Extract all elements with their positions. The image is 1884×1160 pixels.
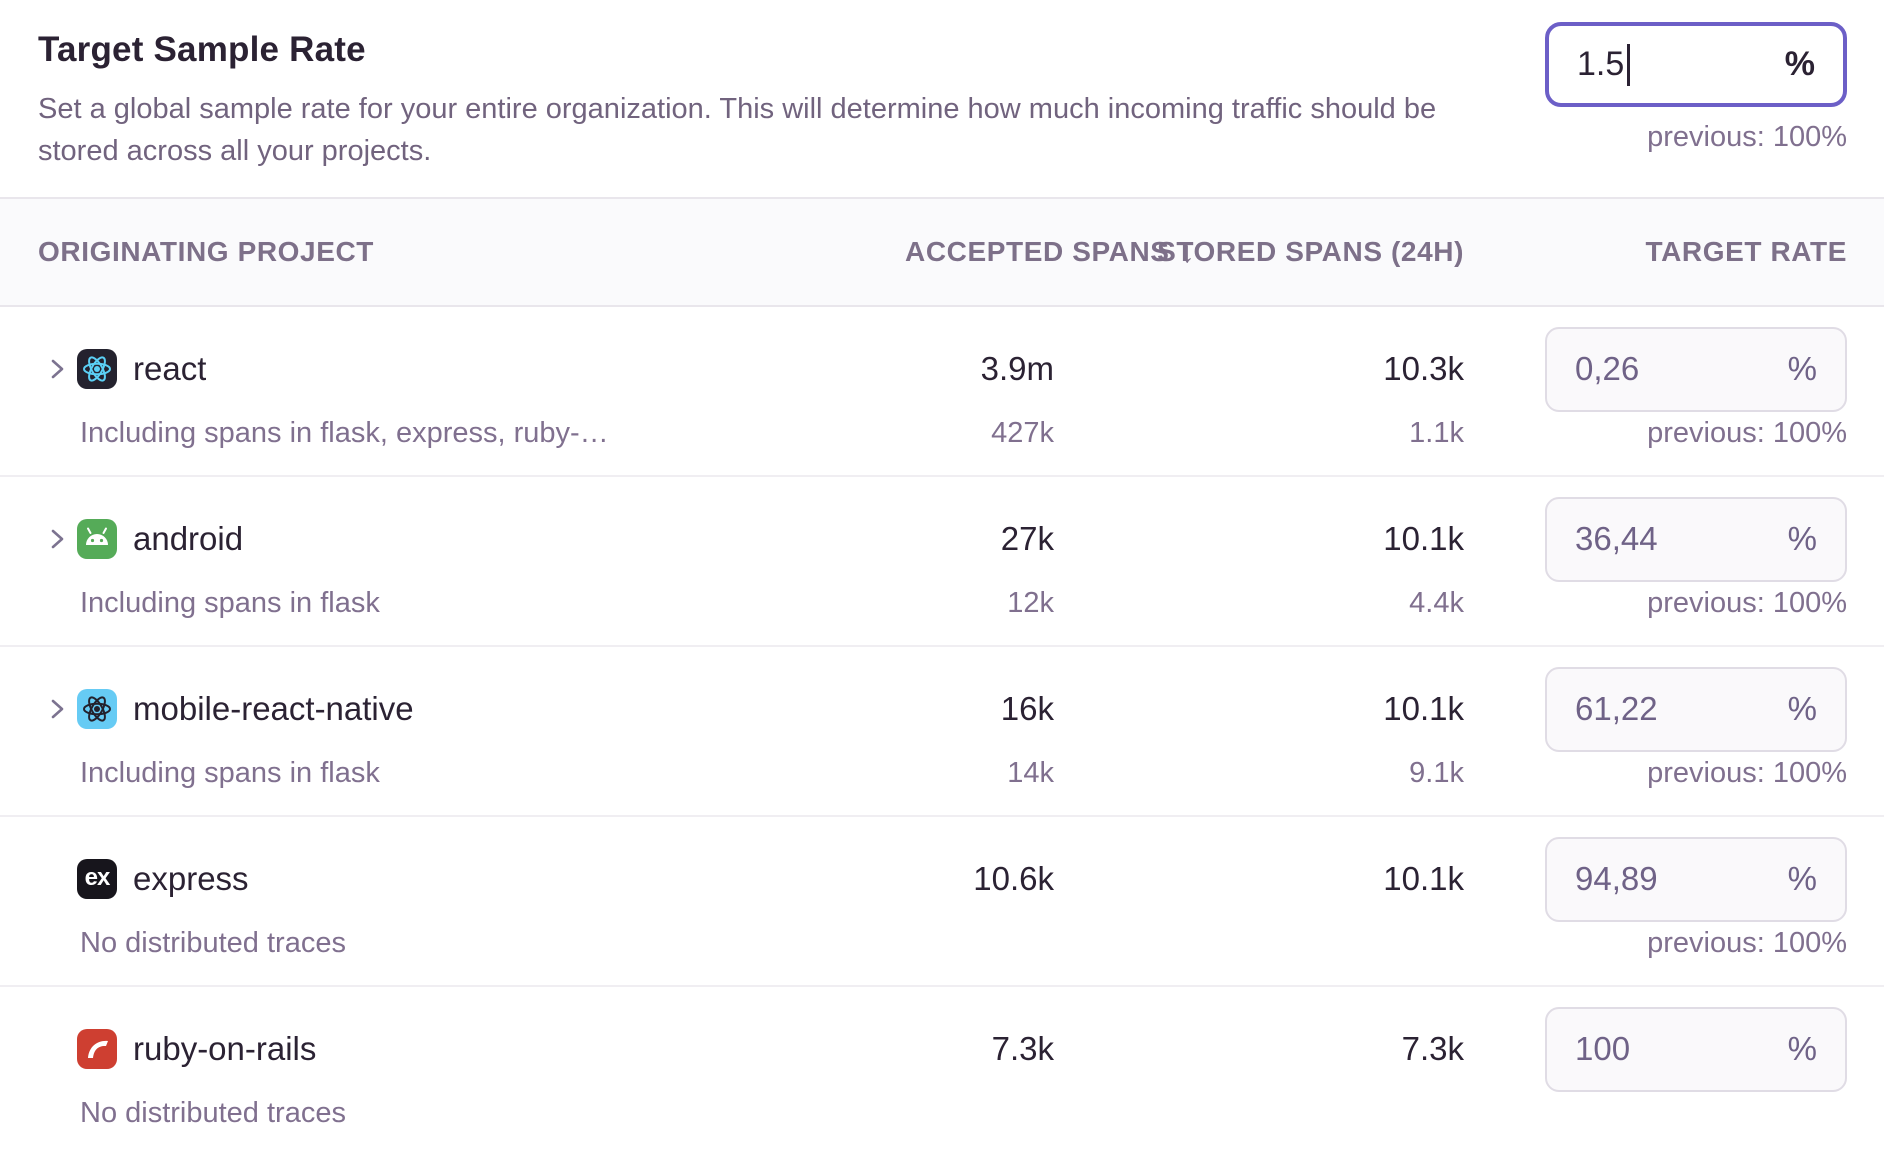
project-platform-icon: ex bbox=[77, 519, 117, 559]
project-platform-icon: ex bbox=[77, 349, 117, 389]
distributed-traces-note: No distributed traces bbox=[80, 1097, 346, 1129]
page-description: Set a global sample rate for your entire… bbox=[38, 93, 1437, 167]
stored-spans-value: 7.3k bbox=[1401, 1030, 1464, 1067]
target-rate-input[interactable]: 100 % bbox=[1545, 1006, 1847, 1092]
accepted-spans-value: 7.3k bbox=[991, 1030, 1054, 1067]
expand-chevron-icon[interactable] bbox=[44, 356, 70, 382]
column-header-stored-spans[interactable]: STORED SPANS (24H) bbox=[1157, 236, 1464, 267]
percent-suffix: % bbox=[1787, 520, 1817, 557]
project-name[interactable]: mobile-react-native bbox=[133, 690, 414, 727]
target-rate-input[interactable]: 36,44 % bbox=[1545, 496, 1847, 582]
project-cell: ex ruby-on-rails bbox=[38, 1029, 905, 1069]
target-rate-value: 0,26 bbox=[1575, 350, 1640, 387]
sub-stored-spans-value: 1.1k bbox=[1409, 417, 1464, 449]
stored-spans-value: 10.1k bbox=[1383, 690, 1464, 727]
column-header-accepted-spans[interactable]: ACCEPTED SPANS ↓ bbox=[905, 236, 1196, 269]
distributed-traces-note: Including spans in flask bbox=[80, 757, 380, 789]
percent-suffix: % bbox=[1787, 1030, 1817, 1067]
express-icon: ex bbox=[84, 864, 111, 891]
sub-accepted-spans-value: 14k bbox=[1007, 757, 1054, 789]
global-sample-rate-value: 1.5 bbox=[1577, 45, 1625, 83]
global-previous-rate: previous: 100% bbox=[1647, 121, 1847, 153]
project-platform-icon: ex bbox=[77, 859, 117, 899]
stored-spans-value: 10.1k bbox=[1383, 520, 1464, 557]
project-name[interactable]: android bbox=[133, 520, 244, 557]
percent-suffix: % bbox=[1784, 45, 1815, 83]
sub-accepted-spans-value: 427k bbox=[991, 417, 1054, 449]
sub-accepted-spans-value: 12k bbox=[1007, 587, 1054, 619]
sort-descending-icon: ↓ bbox=[1179, 236, 1196, 269]
project-name[interactable]: express bbox=[133, 860, 249, 897]
accepted-spans-value: 10.6k bbox=[973, 860, 1054, 897]
project-platform-icon: ex bbox=[77, 1029, 117, 1069]
project-rows: ex react 3.9m 10.3k 0,26 % Includ bbox=[0, 307, 1884, 1157]
stored-spans-value: 10.3k bbox=[1383, 350, 1464, 387]
percent-suffix: % bbox=[1787, 860, 1817, 897]
distributed-traces-note: No distributed traces bbox=[80, 927, 346, 959]
project-cell: ex android bbox=[38, 519, 905, 559]
target-rate-value: 100 bbox=[1575, 1030, 1631, 1067]
previous-rate-note: previous: 100% bbox=[1647, 757, 1847, 789]
global-rate-block: 1.5 % previous: 100% bbox=[1545, 22, 1847, 154]
project-name[interactable]: ruby-on-rails bbox=[133, 1030, 317, 1067]
sub-stored-spans-value: 4.4k bbox=[1409, 587, 1464, 619]
global-sample-rate-input[interactable]: 1.5 % bbox=[1545, 22, 1847, 107]
project-platform-icon: ex bbox=[77, 689, 117, 729]
table-header: ORIGINATING PROJECT ACCEPTED SPANS ↓ STOR… bbox=[0, 197, 1884, 307]
percent-suffix: % bbox=[1787, 350, 1817, 387]
percent-suffix: % bbox=[1787, 690, 1817, 727]
column-header-originating-project: ORIGINATING PROJECT bbox=[38, 236, 375, 267]
react-icon bbox=[77, 349, 117, 389]
previous-rate-note: previous: 100% bbox=[1647, 417, 1847, 449]
project-name[interactable]: react bbox=[133, 350, 207, 387]
sub-stored-spans-value: 9.1k bbox=[1409, 757, 1464, 789]
page-title: Target Sample Rate bbox=[38, 30, 366, 69]
table-row: ex ruby-on-rails 7.3k 7.3k 100 % bbox=[0, 987, 1884, 1157]
android-icon bbox=[77, 519, 117, 559]
table-row: ex android 27k 10.1k 36,44 % Incl bbox=[0, 477, 1884, 647]
expand-chevron-icon[interactable] bbox=[44, 696, 70, 722]
distributed-traces-note: Including spans in flask bbox=[80, 587, 380, 619]
target-rate-input[interactable]: 61,22 % bbox=[1545, 666, 1847, 752]
text-caret bbox=[1627, 43, 1631, 86]
stored-spans-value: 10.1k bbox=[1383, 860, 1464, 897]
distributed-traces-note: Including spans in flask, express, ruby-… bbox=[80, 417, 609, 449]
accepted-spans-value: 3.9m bbox=[980, 350, 1054, 387]
column-header-target-rate: TARGET RATE bbox=[1645, 236, 1847, 267]
previous-rate-note: previous: 100% bbox=[1647, 587, 1847, 619]
target-rate-value: 94,89 bbox=[1575, 860, 1658, 897]
project-cell: ex react bbox=[38, 349, 905, 389]
project-cell: ex mobile-react-native bbox=[38, 689, 905, 729]
expand-chevron-icon[interactable] bbox=[44, 526, 70, 552]
project-cell: ex express bbox=[38, 859, 905, 899]
target-rate-value: 61,22 bbox=[1575, 690, 1658, 727]
table-row: ex react 3.9m 10.3k 0,26 % Includ bbox=[0, 307, 1884, 477]
target-rate-input[interactable]: 0,26 % bbox=[1545, 326, 1847, 412]
react-native-icon bbox=[77, 689, 117, 729]
table-row: ex mobile-react-native 16k 10.1k 61,22 % bbox=[0, 647, 1884, 817]
target-rate-input[interactable]: 94,89 % bbox=[1545, 836, 1847, 922]
panel-header: Target Sample Rate Set a global sample r… bbox=[0, 0, 1884, 197]
accepted-spans-value: 27k bbox=[1000, 520, 1054, 557]
table-row: ex express 10.6k 10.1k 94,89 % No bbox=[0, 817, 1884, 987]
ruby-on-rails-icon bbox=[77, 1029, 117, 1069]
previous-rate-note: previous: 100% bbox=[1647, 927, 1847, 959]
accepted-spans-value: 16k bbox=[1000, 690, 1054, 727]
target-rate-value: 36,44 bbox=[1575, 520, 1658, 557]
